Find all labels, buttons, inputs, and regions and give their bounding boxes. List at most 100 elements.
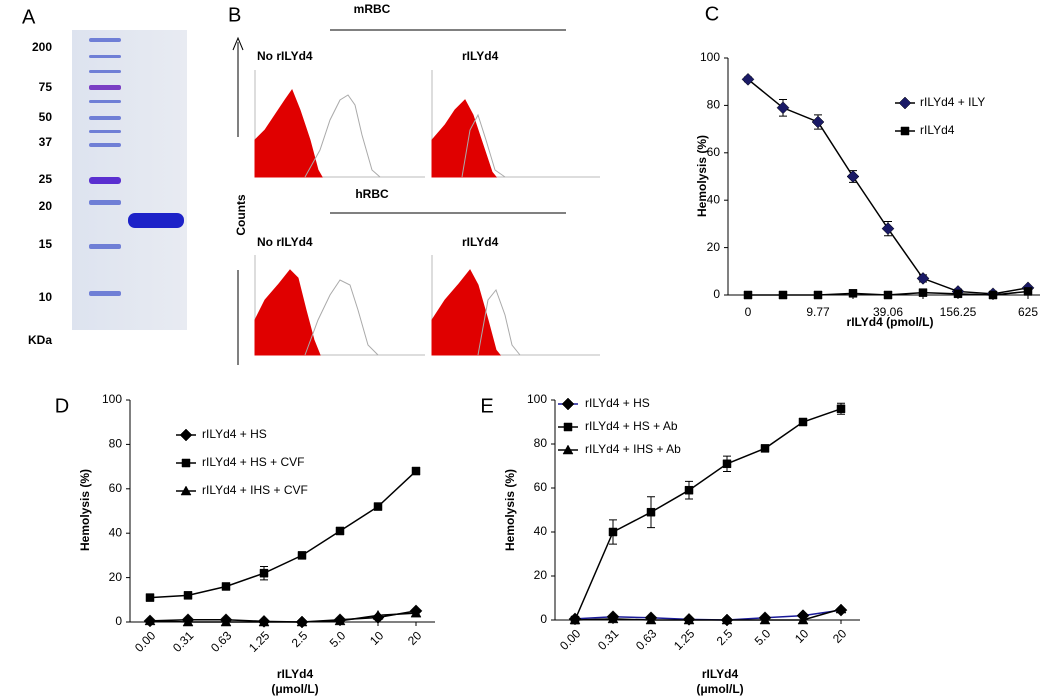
data-point [846,170,860,183]
data-point [836,404,846,414]
x-tick-label: 10 [367,628,387,648]
y-tick-label: 60 [109,481,123,495]
data-point [221,582,231,591]
series-line [574,408,842,621]
y-tick-label: 100 [527,392,547,406]
data-point [881,222,895,235]
data-point [916,272,930,285]
marker-label: 15 [39,237,53,251]
panel-letter: B [228,4,241,26]
y-tick-label: 100 [700,50,720,64]
y-tick-label: 60 [534,480,548,494]
data-point [760,444,770,453]
data-point [776,101,790,115]
y-tick-label: 60 [707,145,721,159]
y-tick-label: 0 [540,612,547,626]
row-title: mRBC [354,2,391,16]
marker-label: 10 [39,290,53,304]
y-tick-label: 100 [102,392,122,406]
data-point [813,290,823,300]
legend-label: rILYd4 + HS [585,396,650,410]
legend-marker [562,444,574,455]
data-point [683,614,695,625]
data-point [607,613,619,624]
marker-label: 25 [39,172,53,186]
data-point [410,607,422,618]
data-point [182,616,194,627]
data-point [569,614,581,625]
x-tick-label: 5.0 [752,626,774,648]
data-point [646,507,656,517]
data-point [259,568,269,578]
legend-label: rILYd4 + IHS + Ab [585,442,681,456]
x-tick-label: 9.77 [806,305,830,319]
hist-title: No rILYd4 [257,49,313,63]
legend-label: rILYd4 + HS + CVF [202,455,305,469]
legend-marker [900,126,910,136]
x-tick-label: 0.31 [170,628,197,655]
data-point [145,593,155,602]
y-axis-label: Hemolysis (%) [503,469,517,551]
data-point [258,616,270,627]
x-tick-label: 20 [405,628,425,648]
legend-marker [179,428,193,442]
x-tick-label: 20 [830,626,850,646]
panel-letter: D [55,395,69,417]
y-tick-label: 40 [534,524,548,538]
data-point [335,526,345,536]
data-point [220,616,232,627]
data-point [297,551,307,560]
x-axis-label: rILYd4 [277,667,314,681]
data-point [953,289,963,299]
hist-title: rILYd4 [462,235,499,249]
legend-marker [561,397,575,411]
data-point [797,614,809,625]
x-tick-label: 5.0 [327,628,349,650]
data-point [743,290,753,300]
marker-label: 200 [32,40,52,54]
unit-label: KDa [28,333,52,347]
data-point [835,603,847,614]
data-point [645,614,657,625]
x-tick-label: 39.06 [873,305,903,319]
x-axis-label: (μmol/L) [271,682,318,696]
data-point [1023,287,1033,296]
panel-letter: C [705,3,719,25]
data-point [722,459,732,469]
data-point [741,72,755,86]
y-tick-label: 40 [707,192,721,206]
data-point [144,615,156,626]
legend-label: rILYd4 + IHS + CVF [202,483,308,497]
x-tick-label: 0.63 [208,628,235,655]
x-tick-label: 2.5 [714,626,736,648]
x-tick-label: 10 [792,626,812,646]
y-tick-label: 20 [707,240,721,254]
data-point [778,290,788,300]
legend-label: rILYd4 + ILY [920,95,985,109]
legend-label: rILYd4 [920,123,955,137]
y-axis-label: Hemolysis (%) [695,135,709,217]
x-axis-label: rILYd4 [702,667,739,681]
legend-label: rILYd4 + HS + Ab [585,419,678,433]
x-tick-label: 0.00 [132,628,159,655]
y-tick-label: 20 [109,570,123,584]
x-tick-label: 0 [745,305,752,319]
data-point [798,417,808,427]
panel-letter: E [480,395,493,417]
legend-label: rILYd4 + HS [202,427,267,441]
data-point [183,591,193,600]
legend-marker [563,422,573,432]
hist-title: rILYd4 [462,49,499,63]
x-tick-label: 1.25 [246,628,273,655]
y-axis-label: Hemolysis (%) [78,469,92,551]
marker-label: 37 [39,135,53,149]
arrow-head [232,36,244,51]
histograms [254,70,600,356]
data-point [684,485,694,495]
data-point [721,614,733,625]
marker-label: 75 [39,80,53,94]
y-tick-label: 0 [115,614,122,628]
x-tick-label: 0.31 [595,626,622,653]
legend-marker [898,96,912,110]
data-point [411,466,421,476]
